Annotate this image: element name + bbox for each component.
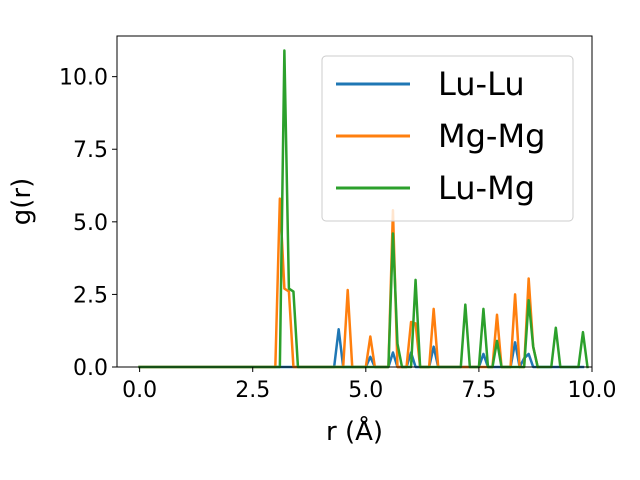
x-tick-label: 0.0 xyxy=(122,378,157,403)
y-axis-ticks: 0.0 2.5 5.0 7.5 10.0 xyxy=(59,66,117,381)
plot-frame xyxy=(116,35,593,368)
legend-label-mg-mg: Mg-Mg xyxy=(438,117,545,155)
y-axis-label: g(r) xyxy=(7,178,37,225)
x-tick-label: 10.0 xyxy=(568,378,617,403)
legend-label-lu-mg: Lu-Mg xyxy=(438,169,535,207)
y-tick-label: 7.5 xyxy=(73,138,108,163)
y-tick-label: 10.0 xyxy=(59,66,108,91)
x-axis-ticks: 0.0 2.5 5.0 7.5 10.0 xyxy=(122,367,616,403)
y-tick-label: 0.0 xyxy=(73,356,108,381)
x-tick-label: 2.5 xyxy=(235,378,270,403)
x-tick-label: 7.5 xyxy=(461,378,496,403)
y-tick-label: 5.0 xyxy=(73,211,108,236)
x-tick-label: 5.0 xyxy=(348,378,383,403)
x-axis-label: r (Å) xyxy=(326,415,383,447)
legend-label-lu-lu: Lu-Lu xyxy=(438,65,525,103)
legend: Lu-Lu Mg-Mg Lu-Mg xyxy=(321,55,574,222)
legend-box xyxy=(321,55,574,222)
y-tick-label: 2.5 xyxy=(73,283,108,308)
